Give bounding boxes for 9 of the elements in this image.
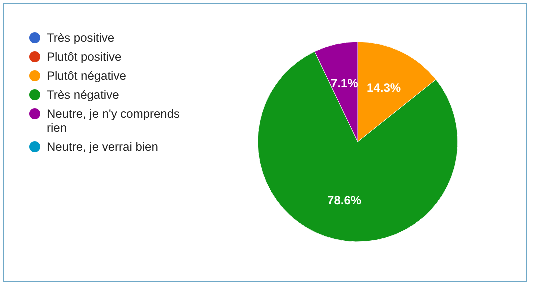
data-label: 7.1%: [331, 76, 359, 91]
legend-label: Plutôt négative: [47, 69, 127, 84]
legend-label: Neutre, je verrai bien: [47, 140, 158, 154]
legend-label: Neutre, je n'y comprends rien: [47, 107, 180, 136]
legend-label: Très positive: [47, 31, 115, 46]
legend-label: Très négative: [47, 88, 120, 102]
data-label: 78.6%: [328, 194, 362, 208]
data-label: 14.3%: [367, 81, 402, 96]
legend-label: Plutôt positive: [47, 50, 122, 64]
